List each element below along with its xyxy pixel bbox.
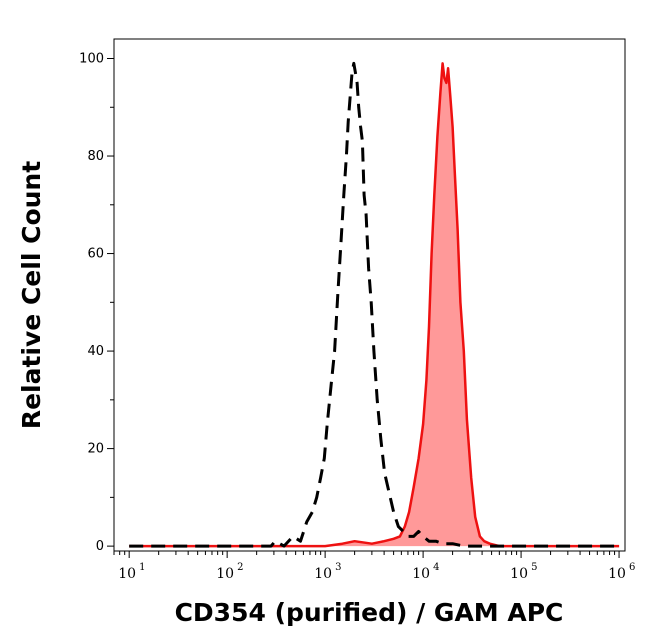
y-tick-label: 60 [87, 247, 104, 262]
x-tick-exponent: 2 [237, 562, 243, 573]
x-tick-label: 10 [510, 566, 528, 582]
x-tick-exponent: 3 [335, 562, 341, 573]
series-filled-outline [129, 62, 620, 548]
y-tick-label: 20 [87, 442, 104, 457]
x-tick-label: 10 [314, 566, 332, 582]
x-tick-exponent: 1 [139, 562, 145, 573]
y-axis: 0 20 40 60 80 100 [79, 52, 114, 554]
plot-area [129, 61, 620, 548]
series-filled-area [129, 63, 620, 547]
y-tick-label: 0 [96, 539, 104, 554]
y-tick-label: 100 [79, 52, 104, 67]
x-axis: 10 1 10 2 10 3 10 4 10 5 10 6 [113, 551, 635, 582]
x-tick-exponent: 6 [629, 562, 635, 573]
x-tick-label: 10 [608, 566, 626, 582]
plot-frame [113, 38, 626, 552]
x-tick-label: 10 [216, 566, 234, 582]
y-axis-title: Relative Cell Count [17, 161, 46, 429]
x-tick-label: 10 [412, 566, 430, 582]
x-axis-title: CD354 (purified) / GAM APC [175, 598, 564, 627]
series-dashed-outline [129, 61, 620, 548]
x-tick-label: 10 [118, 566, 136, 582]
y-tick-label: 40 [87, 344, 104, 359]
y-tick-label: 80 [87, 149, 104, 164]
x-tick-exponent: 4 [433, 562, 439, 573]
x-tick-exponent: 5 [531, 562, 537, 573]
